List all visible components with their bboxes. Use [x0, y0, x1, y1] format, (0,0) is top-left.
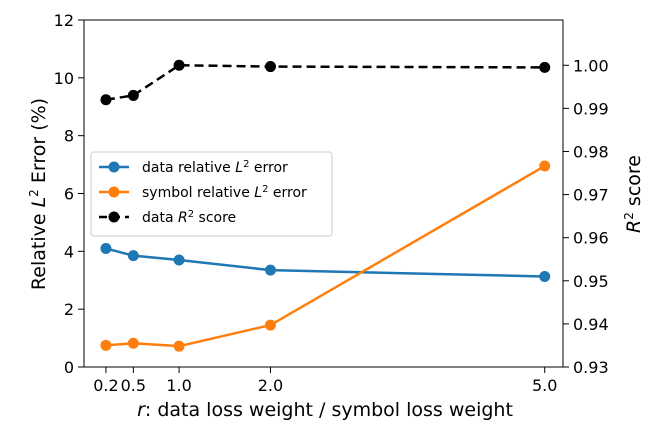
- x-tick-label: 1.0: [166, 376, 191, 395]
- series-layer: [100, 59, 551, 352]
- legend-entry-symbol-relative-error: symbol relative L2 error: [99, 184, 307, 202]
- legend-box: [90, 151, 333, 237]
- legend-entry-data-relative-error: data relative L2 error: [99, 159, 288, 177]
- series-0-point: [127, 250, 139, 262]
- y-right-tick-label: 0.97: [573, 186, 609, 205]
- legend-label-data-r2-score: data R2 score: [142, 209, 236, 227]
- y-left-tick-label: 2: [64, 300, 74, 319]
- series-0-point: [173, 254, 185, 266]
- y-left-tick-label: 10: [54, 69, 74, 88]
- y-right-tick-label: 0.96: [573, 229, 609, 248]
- legend-entry-data-r2-score: data R2 score: [99, 209, 236, 227]
- y-left-tick-label: 6: [64, 185, 74, 204]
- x-axis-label: r: data loss weight / symbol loss weight: [137, 399, 513, 421]
- legend-label-data-relative-error: data relative L2 error: [142, 159, 288, 177]
- y-axis-right-label: R2 score: [622, 155, 645, 233]
- y-right-tick-label: 0.99: [573, 99, 609, 118]
- y-left-tick-label: 4: [64, 242, 74, 261]
- series-2-point: [264, 61, 276, 73]
- series-line-0: [105, 247, 545, 278]
- x-tick-label: 0.2: [93, 376, 118, 395]
- series-2-point: [127, 89, 139, 101]
- x-tick-label: 2.0: [258, 376, 283, 395]
- series-1-point: [264, 319, 276, 331]
- legend-label-symbol-relative-error: symbol relative L2 error: [142, 184, 307, 202]
- y-right-tick-label: 1.00: [573, 56, 609, 75]
- series-1-point: [173, 340, 185, 352]
- y-axis-left: 0 2 4 6 8 10 12: [54, 11, 84, 377]
- y-right-tick-label: 0.94: [573, 315, 609, 334]
- legend-marker-data-r2-score: [108, 211, 120, 223]
- y-right-tick-label: 0.95: [573, 272, 609, 291]
- x-tick-label: 0.5: [121, 376, 146, 395]
- series-0-point: [100, 242, 112, 254]
- series-2-point: [100, 94, 112, 106]
- series-1-point: [127, 337, 139, 349]
- series-2-point: [539, 61, 551, 73]
- legend: data relative L2 error symbol relative L…: [90, 151, 333, 237]
- legend-marker-data-relative-error: [108, 161, 120, 173]
- series-2-point: [173, 59, 185, 71]
- y-axis-left-label: Relative L2 Error (%): [27, 98, 50, 290]
- y-left-tick-label: 12: [54, 11, 74, 30]
- series-1-point: [539, 160, 551, 172]
- series-line-2: [105, 64, 545, 101]
- x-tick-label: 5.0: [532, 376, 557, 395]
- y-axis-right: 0.93 0.94 0.95 0.96 0.97 0.98 0.99 1.00: [563, 56, 609, 377]
- series-0-point: [539, 270, 551, 282]
- y-right-tick-label: 0.93: [573, 358, 609, 377]
- legend-marker-symbol-relative-error: [108, 186, 120, 198]
- x-axis: 0.2 0.5 1.0 2.0 5.0: [93, 367, 557, 395]
- y-right-tick-label: 0.98: [573, 142, 609, 161]
- series-1-point: [100, 339, 112, 351]
- y-left-tick-label: 0: [64, 358, 74, 377]
- y-left-tick-label: 8: [64, 127, 74, 146]
- series-0-point: [264, 264, 276, 276]
